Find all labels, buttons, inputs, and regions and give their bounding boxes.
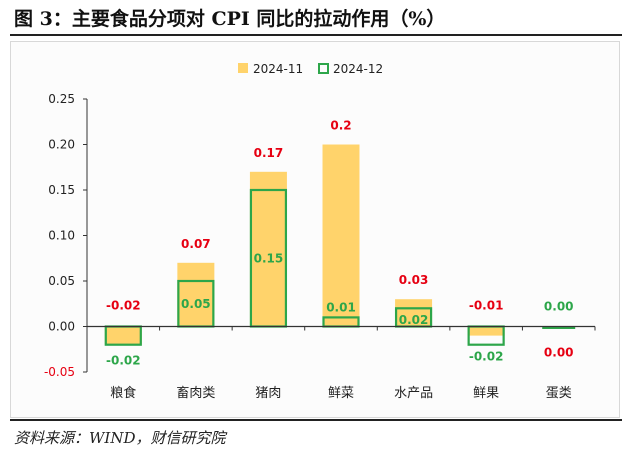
category-label: 鲜果 xyxy=(473,386,499,401)
title-rule xyxy=(10,34,622,36)
category-label: 粮食 xyxy=(110,385,136,401)
legend-label-2024-11: 2024-11 xyxy=(253,62,303,76)
data-label-2024-12: -0.02 xyxy=(469,350,504,364)
category-label: 水产品 xyxy=(394,386,433,401)
y-tick-label: 0.10 xyxy=(48,229,75,243)
category-label: 畜肉类 xyxy=(176,385,215,401)
data-label-2024-12: -0.02 xyxy=(106,354,141,368)
y-tick-label: 0.25 xyxy=(48,92,75,106)
y-tick-label: 0.00 xyxy=(48,320,75,334)
data-label-2024-11: 0.17 xyxy=(254,146,284,160)
data-label-2024-11: 0.03 xyxy=(399,273,429,287)
data-label-2024-11: 0.00 xyxy=(544,346,574,360)
category-label: 蛋类 xyxy=(546,386,572,401)
data-label-2024-11: -0.02 xyxy=(106,299,141,313)
data-label-2024-11: 0.07 xyxy=(181,237,211,251)
y-tick-label: -0.05 xyxy=(44,365,75,379)
y-tick-label: 0.05 xyxy=(48,274,75,288)
legend-swatch-2024-11 xyxy=(238,63,248,73)
bar-2024-11 xyxy=(249,171,287,327)
data-label-2024-12: 0.00 xyxy=(544,300,574,314)
legend-swatch-2024-12 xyxy=(318,63,329,74)
data-label-2024-12: 0.02 xyxy=(399,313,429,327)
chart-title: 图 3：主要食品分项对 CPI 同比的拉动作用（%） xyxy=(14,8,446,30)
data-label-2024-12: 0.01 xyxy=(326,300,356,314)
bar-2024-11 xyxy=(322,144,360,327)
legend-label-2024-12: 2024-12 xyxy=(333,62,383,76)
bar-2024-11 xyxy=(177,262,215,327)
y-tick-label: 0.20 xyxy=(48,138,75,152)
data-label-2024-12: 0.15 xyxy=(254,251,284,265)
source-note: 资料来源：WIND，财信研究院 xyxy=(14,429,226,447)
data-label-2024-12: 0.05 xyxy=(181,297,211,311)
bar-2024-11 xyxy=(467,326,505,336)
bar-2024-11 xyxy=(104,326,142,345)
data-label-2024-11: -0.01 xyxy=(469,299,504,313)
chart-panel xyxy=(10,41,620,418)
source-rule xyxy=(10,419,622,421)
y-tick-label: 0.15 xyxy=(48,183,75,197)
category-label: 鲜菜 xyxy=(328,386,354,401)
category-label: 猪肉 xyxy=(255,386,281,401)
data-label-2024-11: 0.2 xyxy=(330,119,351,133)
bar-2024-11 xyxy=(395,299,433,327)
